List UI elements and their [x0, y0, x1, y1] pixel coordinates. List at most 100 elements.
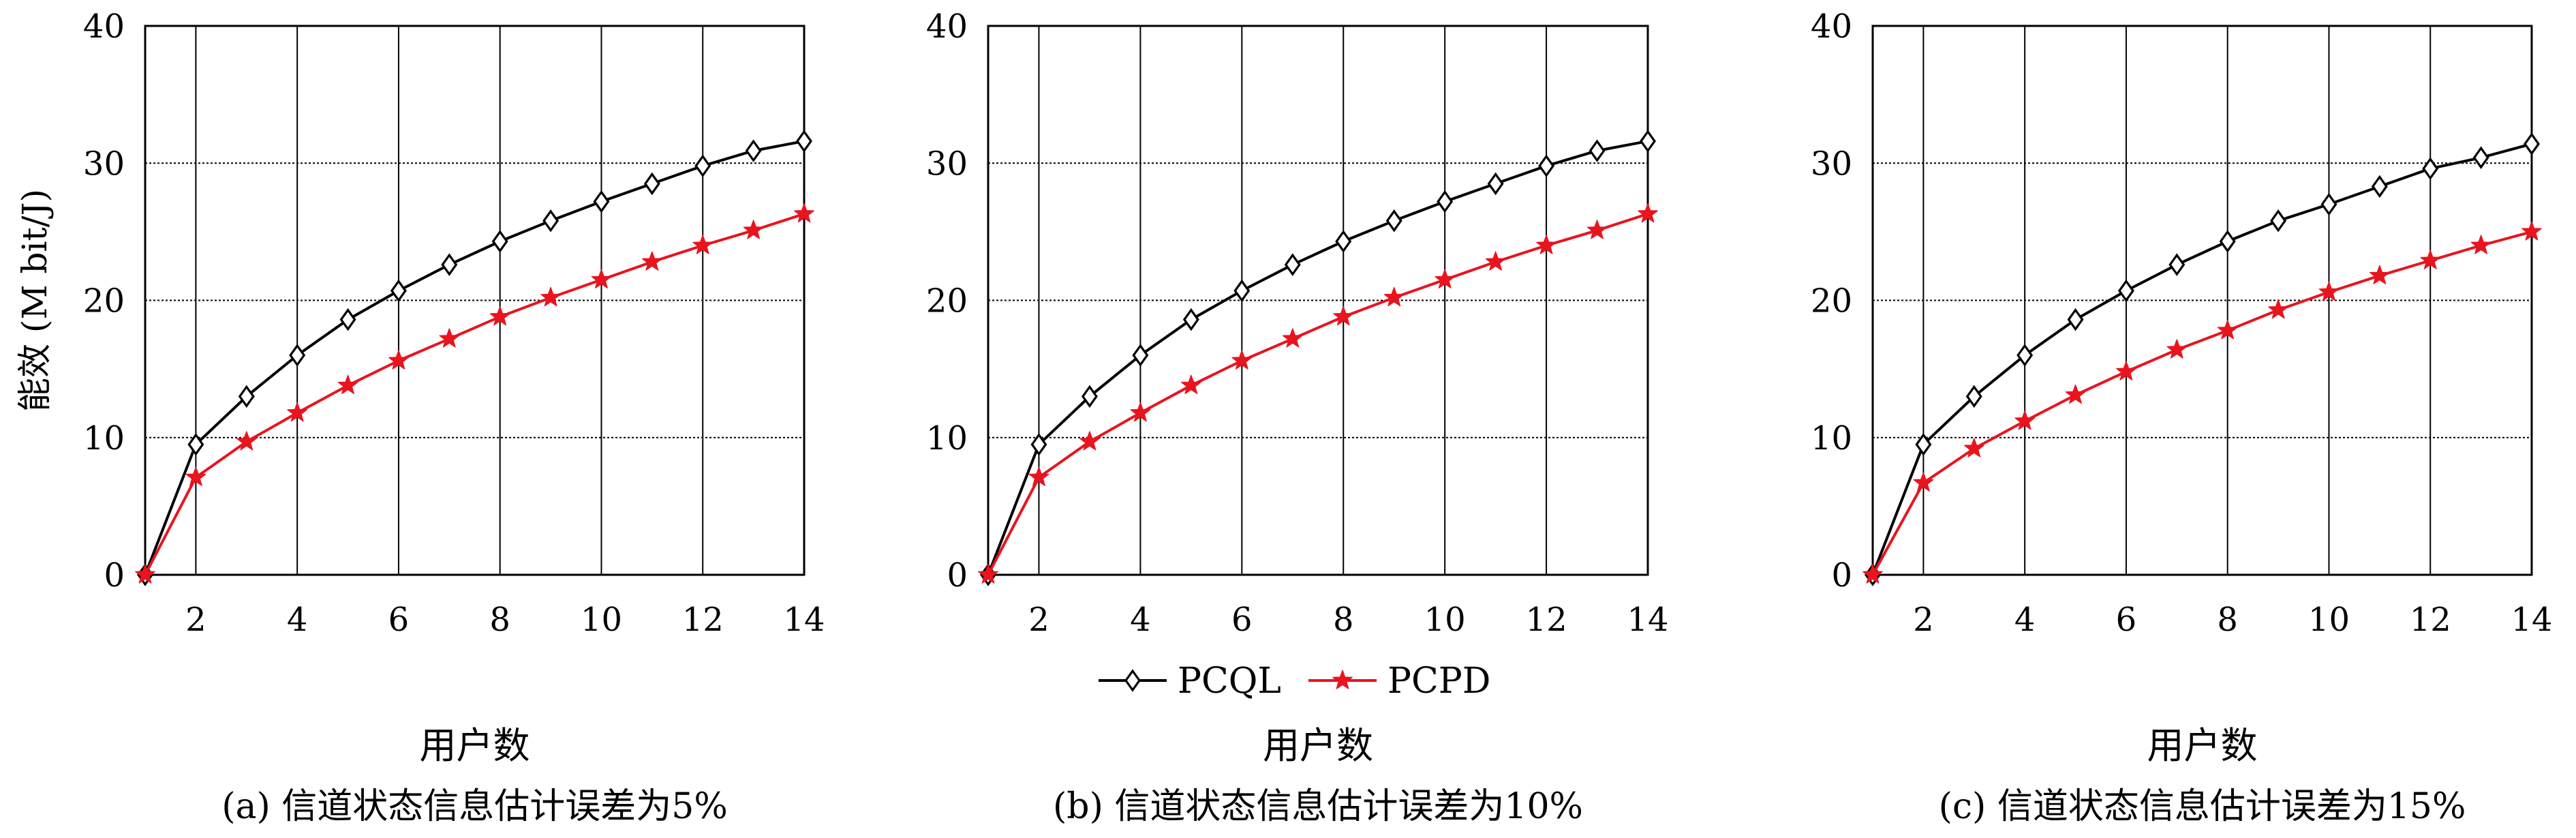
data-point-pcql: [1915, 433, 1932, 456]
x-axis-label: 用户数: [420, 724, 530, 767]
data-point-pcpd: [2166, 339, 2188, 359]
data-point-pcql: [2524, 132, 2540, 155]
data-point-pcql: [1965, 385, 1982, 408]
x-tick-label: 4: [287, 601, 308, 639]
data-point-pcql: [2320, 192, 2337, 216]
data-point-pcpd: [2521, 221, 2542, 241]
x-tick-label: 6: [388, 601, 410, 639]
data-point-pcpd: [135, 564, 155, 584]
data-point-pcpd: [1028, 466, 1049, 486]
series-line-pcql: [1871, 143, 2532, 575]
data-point-pcpd: [2116, 361, 2136, 380]
x-tick-label: 8: [1333, 601, 1354, 639]
data-point-pcql: [542, 209, 559, 233]
chart-panel-3: 2 4 6 8 10 12 14 0 10 20 30 40 用户数 (c) 信道状态信息估计误差为15%: [1811, 8, 2553, 827]
x-tick-label: 8: [2217, 601, 2238, 639]
data-point-pcpd: [2370, 265, 2390, 284]
panel-caption: (a) 信道状态信息估计误差为5%: [221, 786, 728, 827]
y-tick-label: 10: [83, 419, 125, 458]
data-point-pcpd: [2217, 320, 2238, 340]
x-tick-label: 2: [1028, 601, 1049, 639]
data-point-pcql: [1538, 154, 1555, 178]
x-tick-label: 4: [1130, 601, 1151, 639]
y-tick-label: 30: [83, 145, 125, 183]
data-point-pcpd: [794, 203, 814, 223]
data-point-pcql: [643, 172, 660, 196]
y-tick-label: 10: [1811, 419, 1852, 458]
panel-caption: (b) 信道状态信息估计误差为10%: [1053, 786, 1583, 827]
data-point-pcql: [745, 139, 762, 162]
data-point-pcql: [238, 385, 255, 408]
data-point-pcpd: [388, 350, 409, 370]
data-point-pcql: [694, 154, 711, 178]
data-point-pcpd: [1383, 286, 1405, 307]
data-point-pcql: [441, 253, 458, 276]
data-point-pcpd: [1333, 306, 1354, 326]
x-tick-label: 12: [682, 601, 724, 639]
data-point-pcpd: [287, 402, 307, 422]
legend-marker-diamond-icon: [1124, 669, 1141, 692]
data-point-pcql: [1589, 139, 1606, 162]
data-point-pcpd: [489, 306, 510, 326]
data-point-pcql: [1385, 209, 1402, 233]
data-point-pcql: [1487, 172, 1504, 196]
x-tick-label: 12: [1526, 601, 1567, 639]
y-tick-label: 40: [1811, 8, 1852, 46]
data-point-pcql: [2117, 279, 2134, 303]
x-tick-label: 2: [1913, 601, 1934, 639]
data-point-pcpd: [1435, 269, 1455, 288]
data-point-pcql: [187, 433, 204, 456]
data-point-pcpd: [2065, 384, 2086, 404]
data-point-pcpd: [1130, 402, 1151, 422]
data-point-pcpd: [337, 374, 358, 394]
data-point-pcpd: [642, 251, 662, 271]
data-point-pcql: [593, 190, 610, 213]
data-point-pcpd: [540, 286, 561, 307]
y-tick-label: 0: [104, 556, 125, 595]
y-axis-label: 能效 (M bit/J): [15, 189, 55, 412]
data-point-pcql: [1640, 130, 1656, 153]
data-point-pcql: [1132, 344, 1149, 367]
x-tick-label: 14: [1627, 601, 1668, 639]
data-point-pcpd: [1536, 235, 1557, 254]
data-point-pcql: [2219, 230, 2236, 253]
data-point-pcql: [339, 308, 356, 331]
data-point-pcpd: [1181, 374, 1201, 394]
data-point-pcpd: [1586, 220, 1608, 239]
x-tick-label: 10: [2308, 601, 2350, 639]
data-point-pcpd: [2470, 235, 2491, 254]
y-tick-label: 40: [926, 8, 968, 46]
data-point-pcql: [2168, 253, 2186, 276]
series-line-pcql: [987, 140, 1649, 575]
data-point-pcql: [491, 230, 508, 253]
data-point-pcpd: [2318, 281, 2340, 301]
x-axis-label: 用户数: [2147, 724, 2258, 767]
data-point-pcql: [2371, 175, 2388, 198]
y-tick-label: 20: [83, 282, 125, 320]
data-point-pcql: [289, 344, 306, 367]
x-axis-label: 用户数: [1263, 724, 1373, 767]
data-point-pcpd: [1963, 438, 1984, 458]
x-tick-label: 6: [1231, 601, 1253, 639]
x-tick-label: 14: [2511, 601, 2552, 639]
legend-item-pcpd: PCPD: [1308, 661, 1490, 702]
data-point-pcql: [2422, 157, 2439, 181]
x-tick-label: 10: [581, 601, 622, 639]
y-tick-label: 30: [1811, 145, 1852, 183]
data-point-pcpd: [185, 466, 206, 486]
series-line-pcpd: [987, 212, 1649, 575]
data-point-pcpd: [692, 235, 714, 254]
series-line-pcpd: [1871, 230, 2532, 575]
data-point-pcql: [1182, 308, 1199, 331]
data-point-pcpd: [978, 564, 998, 584]
data-point-pcql: [1030, 433, 1047, 456]
data-point-pcql: [1284, 253, 1301, 276]
data-point-pcpd: [1231, 350, 1253, 370]
data-point-pcpd: [2014, 410, 2035, 430]
legend-label: PCQL: [1178, 661, 1281, 702]
data-point-pcql: [2017, 344, 2034, 367]
data-point-pcql: [1081, 385, 1098, 408]
x-tick-label: 12: [2410, 601, 2451, 639]
data-point-pcql: [2067, 308, 2084, 331]
